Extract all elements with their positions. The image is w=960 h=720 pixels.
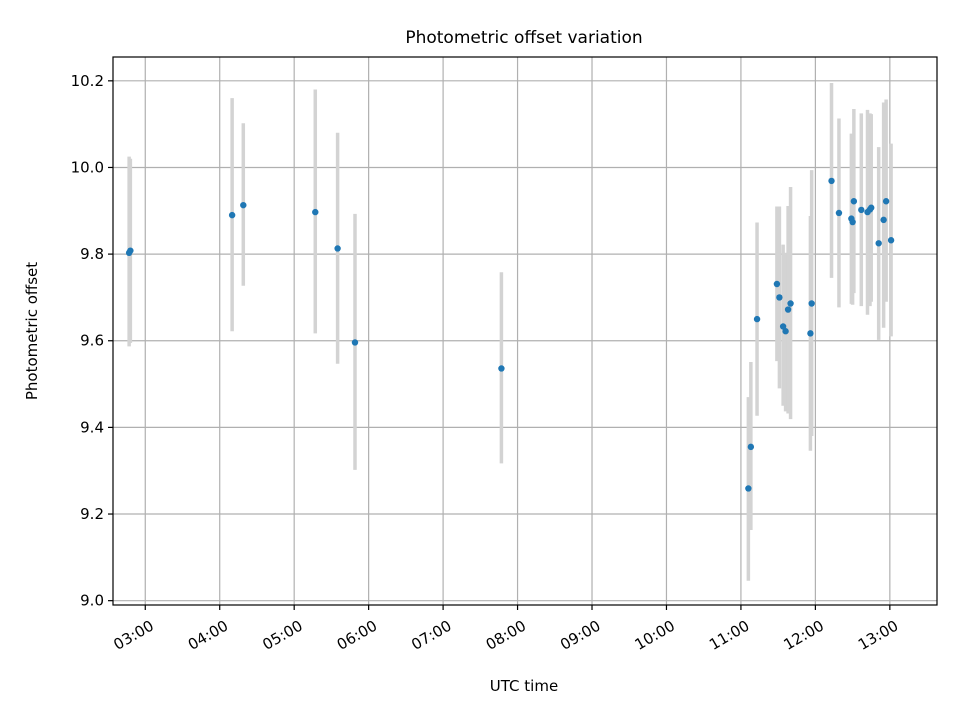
axis-ticks: 03:00 04:00 05:00 06:00 07:00 08:00 09:00 10:00… (71, 72, 902, 654)
data-point (880, 216, 887, 224)
data-point (498, 365, 505, 372)
x-axis-label: UTC time (490, 677, 558, 695)
data-points (125, 177, 895, 492)
y-tick-label: 9.8 (80, 245, 104, 263)
data-point (828, 177, 835, 185)
data-point (882, 198, 890, 205)
data-point (334, 245, 341, 252)
x-tick-label: 04:00 (185, 617, 231, 654)
x-tick-label: 09:00 (557, 617, 603, 654)
y-tick-label: 9.0 (80, 592, 104, 610)
x-tick-label: 03:00 (110, 617, 156, 654)
data-point (228, 211, 236, 219)
data-point (747, 443, 755, 451)
data-point (127, 247, 134, 254)
data-point (776, 294, 783, 301)
data-point (779, 323, 787, 330)
data-point (887, 237, 895, 244)
data-point (745, 485, 752, 492)
y-tick-label: 9.6 (80, 332, 104, 350)
error-bars (127, 82, 893, 581)
y-tick-label: 10.2 (71, 72, 104, 90)
data-point (312, 208, 319, 216)
x-tick-label: 13:00 (855, 617, 901, 654)
x-tick-label: 05:00 (259, 617, 305, 654)
data-point (787, 300, 794, 307)
data-point (782, 328, 789, 335)
data-point (240, 201, 247, 209)
data-point (850, 198, 858, 205)
x-tick-label: 11:00 (706, 617, 752, 654)
data-point (753, 315, 761, 323)
data-point (849, 218, 856, 226)
y-tick-label: 10.0 (71, 158, 104, 176)
x-tick-label: 06:00 (334, 617, 380, 654)
data-point (773, 280, 781, 288)
data-point (858, 206, 865, 214)
x-tick-label: 07:00 (408, 617, 454, 654)
data-point (835, 209, 843, 217)
y-axis-label: Photometric offset (23, 262, 41, 400)
data-point (807, 330, 814, 337)
plot-frame (112, 56, 938, 606)
x-tick-label: 08:00 (483, 617, 529, 654)
data-point (784, 306, 792, 313)
x-tick-label: 12:00 (781, 617, 827, 654)
data-point (875, 240, 882, 247)
data-point (868, 204, 875, 211)
data-point (808, 300, 815, 307)
data-point (351, 339, 359, 346)
y-tick-label: 9.4 (80, 418, 104, 436)
x-tick-label: 10:00 (632, 617, 678, 654)
y-tick-label: 9.2 (80, 505, 104, 523)
chart-title: Photometric offset variation (405, 28, 642, 48)
